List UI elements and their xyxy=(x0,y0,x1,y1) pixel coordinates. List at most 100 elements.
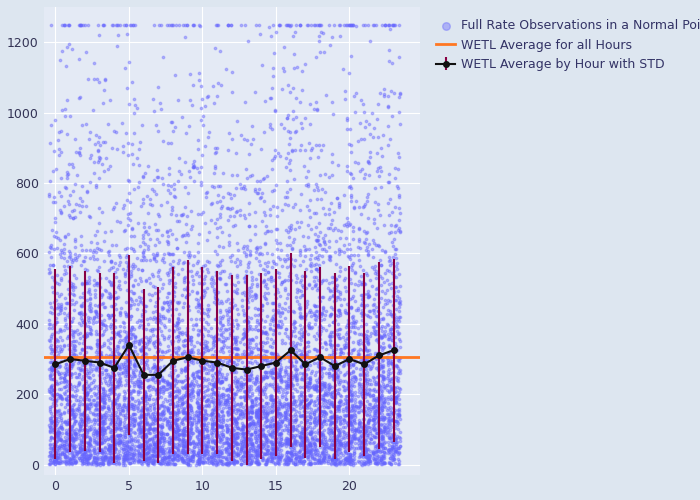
Full Rate Observations in a Normal Point xyxy=(85,385,97,393)
Full Rate Observations in a Normal Point xyxy=(237,440,248,448)
Full Rate Observations in a Normal Point xyxy=(154,372,165,380)
Full Rate Observations in a Normal Point xyxy=(243,450,254,458)
Full Rate Observations in a Normal Point xyxy=(124,424,135,432)
Full Rate Observations in a Normal Point xyxy=(359,427,370,435)
Full Rate Observations in a Normal Point xyxy=(129,362,140,370)
Full Rate Observations in a Normal Point xyxy=(383,336,394,344)
Full Rate Observations in a Normal Point xyxy=(323,452,334,460)
Full Rate Observations in a Normal Point xyxy=(74,370,85,378)
Full Rate Observations in a Normal Point xyxy=(85,400,96,408)
Full Rate Observations in a Normal Point xyxy=(155,430,167,438)
Full Rate Observations in a Normal Point xyxy=(159,336,170,344)
Full Rate Observations in a Normal Point xyxy=(97,446,108,454)
Full Rate Observations in a Normal Point xyxy=(112,416,123,424)
Full Rate Observations in a Normal Point xyxy=(201,193,212,201)
Full Rate Observations in a Normal Point xyxy=(69,291,80,299)
Full Rate Observations in a Normal Point xyxy=(78,332,89,340)
Full Rate Observations in a Normal Point xyxy=(251,406,262,414)
Full Rate Observations in a Normal Point xyxy=(104,358,116,366)
Full Rate Observations in a Normal Point xyxy=(272,444,283,452)
Full Rate Observations in a Normal Point xyxy=(179,382,190,390)
Full Rate Observations in a Normal Point xyxy=(310,54,321,62)
Full Rate Observations in a Normal Point xyxy=(100,274,111,282)
Full Rate Observations in a Normal Point xyxy=(95,440,106,448)
Full Rate Observations in a Normal Point xyxy=(181,403,193,411)
Full Rate Observations in a Normal Point xyxy=(358,370,369,378)
Full Rate Observations in a Normal Point xyxy=(135,413,146,421)
Full Rate Observations in a Normal Point xyxy=(383,102,394,110)
Full Rate Observations in a Normal Point xyxy=(251,245,262,253)
Full Rate Observations in a Normal Point xyxy=(377,315,388,323)
Full Rate Observations in a Normal Point xyxy=(334,325,345,333)
Full Rate Observations in a Normal Point xyxy=(284,158,295,166)
Full Rate Observations in a Normal Point xyxy=(298,440,309,448)
Full Rate Observations in a Normal Point xyxy=(270,444,281,452)
Full Rate Observations in a Normal Point xyxy=(312,417,323,425)
Full Rate Observations in a Normal Point xyxy=(324,380,335,388)
Full Rate Observations in a Normal Point xyxy=(184,96,195,104)
Full Rate Observations in a Normal Point xyxy=(214,452,225,460)
Full Rate Observations in a Normal Point xyxy=(249,458,260,466)
Full Rate Observations in a Normal Point xyxy=(130,296,141,304)
Full Rate Observations in a Normal Point xyxy=(155,424,167,432)
Full Rate Observations in a Normal Point xyxy=(215,446,226,454)
Full Rate Observations in a Normal Point xyxy=(54,370,65,378)
Full Rate Observations in a Normal Point xyxy=(150,337,162,345)
Full Rate Observations in a Normal Point xyxy=(96,290,107,298)
Full Rate Observations in a Normal Point xyxy=(105,384,116,392)
Full Rate Observations in a Normal Point xyxy=(135,336,146,344)
Full Rate Observations in a Normal Point xyxy=(318,455,329,463)
Full Rate Observations in a Normal Point xyxy=(330,362,342,370)
Full Rate Observations in a Normal Point xyxy=(132,382,144,390)
Full Rate Observations in a Normal Point xyxy=(369,300,380,308)
Full Rate Observations in a Normal Point xyxy=(104,446,116,454)
Full Rate Observations in a Normal Point xyxy=(375,420,386,428)
Full Rate Observations in a Normal Point xyxy=(274,324,286,332)
Full Rate Observations in a Normal Point xyxy=(259,260,270,268)
Full Rate Observations in a Normal Point xyxy=(252,305,263,313)
Full Rate Observations in a Normal Point xyxy=(88,314,99,322)
Full Rate Observations in a Normal Point xyxy=(371,458,382,466)
Full Rate Observations in a Normal Point xyxy=(332,371,344,379)
Full Rate Observations in a Normal Point xyxy=(242,342,253,350)
Full Rate Observations in a Normal Point xyxy=(151,366,162,374)
Full Rate Observations in a Normal Point xyxy=(394,90,405,98)
Full Rate Observations in a Normal Point xyxy=(304,422,316,430)
Full Rate Observations in a Normal Point xyxy=(167,407,178,415)
Full Rate Observations in a Normal Point xyxy=(342,456,353,464)
Full Rate Observations in a Normal Point xyxy=(69,350,80,358)
Full Rate Observations in a Normal Point xyxy=(176,397,188,405)
Full Rate Observations in a Normal Point xyxy=(43,388,55,396)
Full Rate Observations in a Normal Point xyxy=(223,402,234,410)
Full Rate Observations in a Normal Point xyxy=(300,392,311,400)
Full Rate Observations in a Normal Point xyxy=(209,169,220,177)
Full Rate Observations in a Normal Point xyxy=(104,294,116,302)
Full Rate Observations in a Normal Point xyxy=(70,457,81,465)
Full Rate Observations in a Normal Point xyxy=(99,377,111,385)
Full Rate Observations in a Normal Point xyxy=(258,430,269,438)
Full Rate Observations in a Normal Point xyxy=(338,371,349,379)
Full Rate Observations in a Normal Point xyxy=(181,365,193,373)
Full Rate Observations in a Normal Point xyxy=(134,456,145,464)
Full Rate Observations in a Normal Point xyxy=(46,347,57,355)
Full Rate Observations in a Normal Point xyxy=(205,332,216,340)
Full Rate Observations in a Normal Point xyxy=(176,113,187,121)
Full Rate Observations in a Normal Point xyxy=(108,310,119,318)
Full Rate Observations in a Normal Point xyxy=(376,327,387,335)
Full Rate Observations in a Normal Point xyxy=(262,454,273,462)
Full Rate Observations in a Normal Point xyxy=(258,372,269,380)
Full Rate Observations in a Normal Point xyxy=(290,438,301,446)
Full Rate Observations in a Normal Point xyxy=(386,444,398,452)
Full Rate Observations in a Normal Point xyxy=(136,450,147,458)
Full Rate Observations in a Normal Point xyxy=(363,346,374,354)
Full Rate Observations in a Normal Point xyxy=(269,365,280,373)
Full Rate Observations in a Normal Point xyxy=(141,452,152,460)
Full Rate Observations in a Normal Point xyxy=(167,230,178,238)
Full Rate Observations in a Normal Point xyxy=(378,458,389,466)
Full Rate Observations in a Normal Point xyxy=(100,325,111,333)
Full Rate Observations in a Normal Point xyxy=(318,416,330,424)
Full Rate Observations in a Normal Point xyxy=(69,180,80,188)
Full Rate Observations in a Normal Point xyxy=(294,98,305,106)
Full Rate Observations in a Normal Point xyxy=(363,292,374,300)
Full Rate Observations in a Normal Point xyxy=(105,280,116,288)
